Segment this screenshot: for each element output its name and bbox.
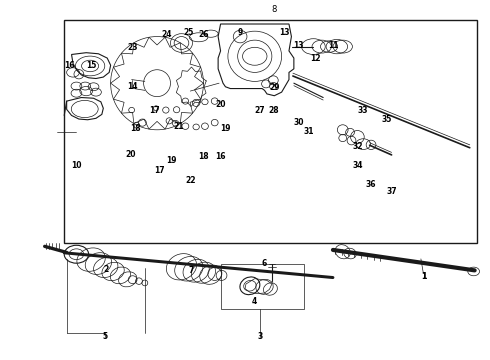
Text: 7: 7 (189, 266, 194, 275)
Text: 4: 4 (252, 297, 257, 306)
Text: 27: 27 (254, 105, 265, 114)
Text: 10: 10 (71, 161, 82, 170)
Text: 22: 22 (185, 176, 196, 185)
Text: 32: 32 (352, 142, 363, 151)
Text: 33: 33 (357, 105, 368, 114)
Text: 23: 23 (127, 43, 138, 52)
Text: 21: 21 (174, 122, 184, 131)
Text: 36: 36 (366, 180, 376, 189)
Text: 25: 25 (184, 28, 194, 37)
Text: 1: 1 (421, 272, 426, 281)
Text: 20: 20 (125, 150, 135, 159)
Text: 16: 16 (64, 61, 74, 70)
Text: 8: 8 (271, 5, 277, 14)
Text: 17: 17 (149, 105, 160, 114)
Bar (220, 264, 304, 309)
Text: 19: 19 (220, 123, 231, 132)
Text: 18: 18 (198, 152, 209, 161)
Text: 16: 16 (215, 152, 226, 161)
Text: 28: 28 (268, 105, 279, 114)
Text: 1: 1 (421, 272, 426, 281)
Text: 17: 17 (154, 166, 165, 175)
Text: 5: 5 (102, 332, 107, 341)
Text: 26: 26 (198, 30, 209, 39)
Text: 18: 18 (130, 123, 140, 132)
Text: 2: 2 (103, 265, 108, 274)
Text: 24: 24 (162, 30, 172, 39)
Text: 9: 9 (238, 28, 243, 37)
Text: 35: 35 (382, 114, 392, 123)
Text: 30: 30 (294, 118, 304, 127)
Text: 3: 3 (257, 332, 262, 341)
Text: 37: 37 (386, 187, 397, 196)
Text: 12: 12 (311, 54, 321, 63)
Text: 14: 14 (127, 82, 138, 91)
Text: 6: 6 (262, 259, 267, 268)
Text: 13: 13 (279, 28, 289, 37)
Text: 13: 13 (294, 41, 304, 50)
Bar (64, 21, 477, 243)
Text: 31: 31 (303, 127, 314, 136)
Text: 20: 20 (215, 100, 226, 109)
Text: 11: 11 (328, 41, 338, 50)
Text: 19: 19 (167, 156, 177, 165)
Text: 34: 34 (352, 161, 363, 170)
Text: 29: 29 (269, 83, 280, 92)
Text: 15: 15 (86, 61, 96, 70)
